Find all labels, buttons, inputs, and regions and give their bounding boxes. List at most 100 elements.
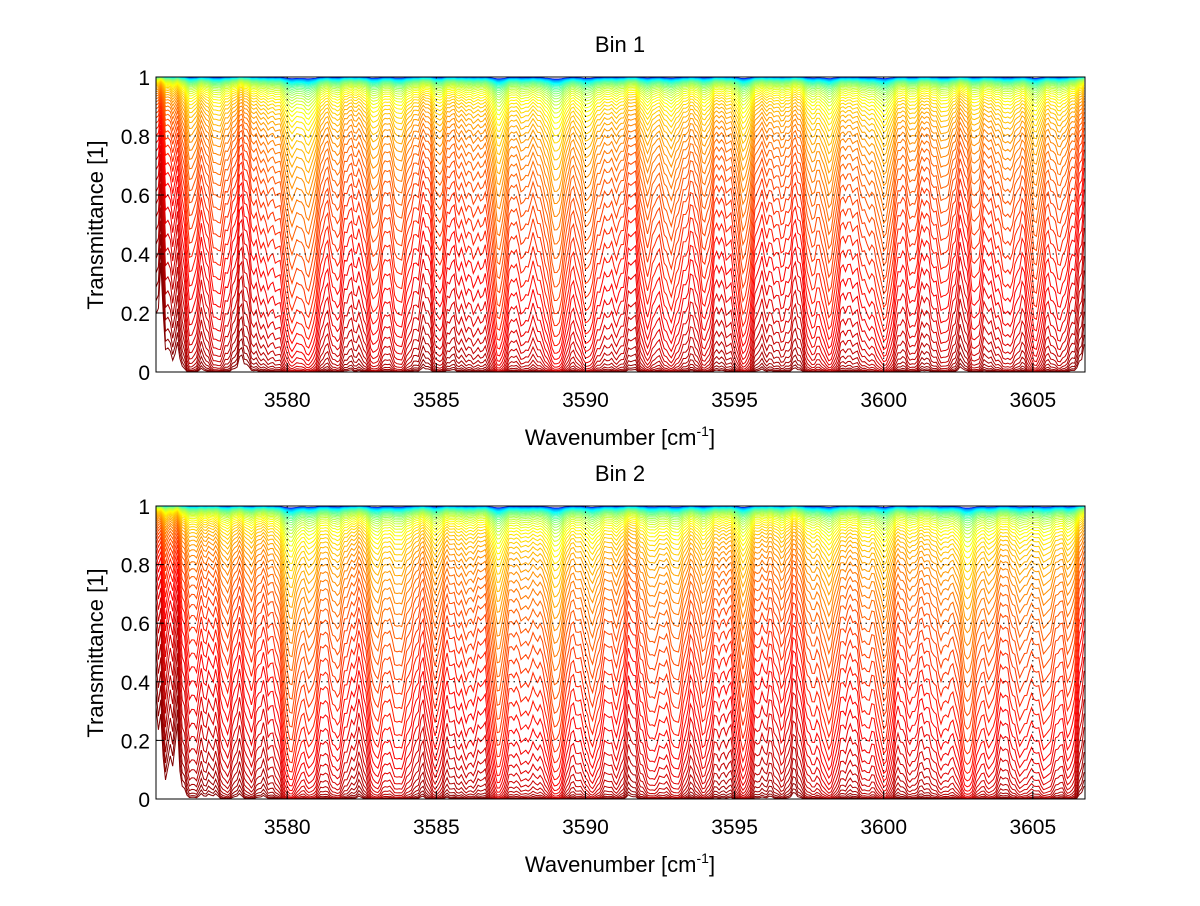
spectrum-curve (155, 583, 1085, 797)
spectrum-curve (155, 624, 1085, 800)
spectrum-curve (155, 78, 1085, 106)
spectrum-curve (155, 99, 1085, 302)
spectra-curves (155, 76, 1085, 373)
spectrum-curve (155, 514, 1085, 622)
spectrum-curve (155, 531, 1085, 730)
spectrum-curve (155, 519, 1085, 660)
spectrum-curve (155, 507, 1085, 535)
spectrum-curve (155, 96, 1085, 288)
spectrum-curve (155, 521, 1085, 674)
spectrum-curve (155, 507, 1085, 539)
spectrum-curve (155, 539, 1085, 755)
spectrum-curve (155, 86, 1085, 218)
spectrum-curve (155, 508, 1085, 543)
spectrum-curve (155, 506, 1085, 520)
spectrum-curve (155, 592, 1085, 799)
spectrum-curve (155, 613, 1085, 800)
spectrum-curve (155, 507, 1085, 532)
spectrum-curve (155, 506, 1085, 526)
x-axis-label: Wavenumber [cm-1] (525, 850, 715, 877)
chart-title: Bin 2 (595, 461, 645, 486)
spectrum-curve (155, 83, 1085, 181)
spectrum-curve (155, 509, 1085, 566)
spectrum-curve (156, 77, 1085, 91)
spectrum-curve (155, 506, 1085, 517)
spectrum-curve (155, 79, 1085, 137)
spectrum-curve (155, 80, 1085, 152)
spectrum-curve (155, 506, 1085, 524)
axes-frame (155, 505, 1086, 800)
y-tick-label: 0.2 (121, 730, 150, 753)
spectrum-curve (155, 153, 1085, 372)
spectrum-curve (155, 511, 1085, 590)
spectrum-curve (155, 87, 1085, 231)
spectrum-curve (155, 554, 1085, 782)
y-tick-label: 0.4 (121, 672, 151, 695)
spectrum-curve (155, 78, 1085, 114)
spectrum-curve (155, 516, 1085, 634)
spectrum-curve (155, 512, 1085, 600)
spectrum-curve (155, 510, 1085, 573)
spectrum-curve (155, 511, 1085, 581)
spectrum-curve (155, 513, 1085, 610)
spectrum-curve (155, 506, 1085, 518)
spectrum-curve (155, 81, 1085, 161)
y-tick-label: 0 (138, 789, 150, 812)
spectrum-curve (155, 79, 1085, 130)
x-tick-label: 3590 (562, 389, 609, 412)
spectrum-curve (155, 517, 1085, 647)
spectrum-curve (155, 145, 1085, 370)
spectrum-curve (155, 508, 1085, 553)
spectrum-curve (155, 523, 1085, 688)
subplot-bin-1: Bin 1 3580 3585 3590 3595 3600 3605 0 0.2 0.4 0.… (83, 32, 1086, 450)
spectrum-curve (155, 90, 1085, 259)
spectrum-curve (155, 78, 1085, 110)
spectrum-curve (155, 88, 1085, 245)
spectrum-curve (155, 137, 1085, 368)
x-tick-label: 3600 (860, 816, 907, 839)
spectrum-curve (155, 77, 1085, 97)
spectra-curves (155, 505, 1085, 800)
y-tick-labels: 0 0.2 0.4 0.6 0.8 1 (121, 67, 151, 385)
x-tick-labels: 3580 3585 3590 3595 3600 3605 (264, 816, 1056, 839)
spectrum-curve (155, 83, 1085, 192)
x-tick-label: 3585 (413, 389, 460, 412)
y-tick-label: 0.6 (121, 185, 150, 208)
x-tick-label: 3600 (860, 389, 907, 412)
spectrum-curve (155, 78, 1085, 119)
spectrum-curve (155, 82, 1085, 171)
x-tick-label: 3605 (1009, 389, 1056, 412)
spectrum-curve (155, 535, 1085, 743)
y-tick-label: 0.4 (121, 244, 151, 267)
spectrum-curve (155, 507, 1085, 529)
spectrum-curve (155, 525, 1085, 703)
spectrum-curve (155, 130, 1085, 365)
spectrum-curve (155, 84, 1085, 205)
spectrum-curve (155, 574, 1085, 795)
x-tick-label: 3595 (711, 389, 758, 412)
y-axis-label: Transmittance [1] (83, 140, 108, 309)
spectrum-curve (155, 102, 1085, 315)
y-tick-label: 1 (138, 496, 150, 519)
spectrum-curve (155, 119, 1085, 354)
x-tick-label: 3580 (264, 816, 311, 839)
y-tick-labels: 0 0.2 0.4 0.6 0.8 1 (121, 496, 151, 812)
spectrum-curve (155, 528, 1085, 717)
spectrum-curve (155, 80, 1085, 144)
spectrum-curve (155, 506, 1085, 522)
y-tick-label: 1 (138, 67, 150, 90)
spectrum-curve (155, 77, 1085, 103)
x-tick-labels: 3580 3585 3590 3595 3600 3605 (264, 389, 1056, 412)
y-tick-label: 0.2 (121, 303, 150, 326)
spectrum-curve (155, 106, 1085, 327)
spectrum-curve (155, 508, 1085, 548)
spectrum-curve (155, 124, 1085, 360)
spectrum-curve (155, 543, 1085, 765)
spectrum-curve (155, 77, 1085, 95)
axes-frame (155, 76, 1086, 373)
y-tick-label: 0 (138, 362, 150, 385)
spectrum-curve (155, 77, 1085, 100)
spectrum-curve (155, 109, 1085, 337)
spectrum-curve (155, 509, 1085, 559)
